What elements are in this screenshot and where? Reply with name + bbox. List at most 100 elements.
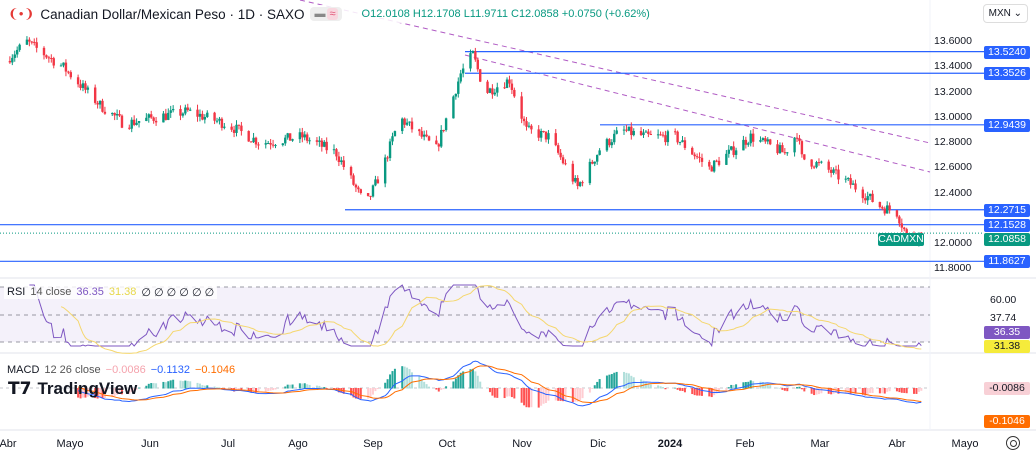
candle-body <box>837 169 840 180</box>
candle-body <box>608 139 611 146</box>
macd-histogram-bar <box>476 375 479 389</box>
candle-body <box>281 143 285 146</box>
tradingview-logo[interactable]: 𝗧𝟳 TradingView <box>8 379 137 399</box>
macd-histogram-bar <box>435 388 438 390</box>
macd-histogram-bar <box>676 388 679 390</box>
macd-histogram-bar <box>437 388 440 392</box>
candle-body <box>266 143 270 145</box>
candle-body <box>435 140 438 145</box>
chart-mode-toggle[interactable]: ▬ ≈ <box>310 7 342 21</box>
macd-histogram-bar <box>759 381 762 389</box>
macd-histogram-bar <box>257 388 260 393</box>
trendline <box>464 54 931 173</box>
candle-body <box>508 79 511 84</box>
macd-histogram-bar <box>203 385 206 389</box>
candle-body <box>664 135 667 143</box>
macd-histogram-bar <box>813 388 816 396</box>
macd-histogram-bar <box>576 388 579 402</box>
macd-signal-value: −0.1046 <box>195 364 236 376</box>
macd-histogram-bar <box>525 388 528 408</box>
candle-body <box>115 114 119 116</box>
candle-body <box>220 118 224 128</box>
macd-histogram-bar <box>657 385 660 389</box>
macd-histogram-bar <box>423 381 426 389</box>
price-tick: 11.8000 <box>934 262 972 275</box>
currency-select[interactable]: MXN ⌄ <box>982 4 1028 23</box>
macd-histogram-bar <box>647 383 650 389</box>
candle-body <box>766 139 769 142</box>
candle-body <box>252 137 255 143</box>
candle-body <box>318 140 321 142</box>
candle-body <box>388 141 392 159</box>
macd-histogram-bar <box>866 388 869 395</box>
candle-body <box>544 131 548 140</box>
candle-body <box>30 41 34 43</box>
time-tick: Feb <box>735 438 755 450</box>
macd-histogram-bar <box>696 388 699 396</box>
candle-body <box>274 145 277 147</box>
candle-body <box>847 178 850 180</box>
macd-histogram-bar <box>898 388 901 393</box>
candle-body <box>727 149 730 154</box>
candle-body <box>150 114 153 118</box>
symbol-title[interactable]: Canadian Dollar/Mexican Peso · 1D · SAXO <box>40 6 305 22</box>
candle-body <box>605 139 609 151</box>
candle-body <box>861 189 865 199</box>
candle-body <box>69 72 72 78</box>
candle-body <box>291 139 294 141</box>
candle-body <box>595 154 599 162</box>
macd-histogram-bar <box>96 388 99 399</box>
candle-body <box>437 144 440 147</box>
candle-body <box>832 169 835 173</box>
candle-body <box>885 205 889 214</box>
macd-histogram-bar <box>725 388 728 391</box>
candle-body <box>810 159 813 167</box>
candle-body <box>320 140 324 147</box>
candle-body <box>230 126 233 130</box>
macd-hist-label: -0.0086 <box>984 382 1030 395</box>
candle-body <box>903 227 906 230</box>
price-tick: 12.8000 <box>934 136 972 148</box>
candle-body <box>742 139 745 151</box>
macd-histogram-bar <box>128 388 131 395</box>
macd-histogram-bar <box>286 384 289 389</box>
candle-body <box>98 100 102 105</box>
candle-body <box>678 141 682 143</box>
macd-histogram-bar <box>410 372 413 389</box>
candle-body <box>357 187 360 190</box>
candle-body <box>493 92 497 95</box>
macd-histogram-bar <box>189 381 192 389</box>
macd-histogram-bar <box>401 366 404 389</box>
macd-histogram-bar <box>240 388 243 390</box>
macd-histogram-bar <box>610 374 613 389</box>
macd-histogram-bar <box>116 388 119 395</box>
candle-body <box>613 133 616 143</box>
macd-histogram-bar <box>810 388 813 394</box>
macd-histogram-bar <box>920 388 923 391</box>
candle-body <box>171 108 175 111</box>
candle-body <box>18 44 21 50</box>
macd-histogram-bar <box>815 388 818 395</box>
price-tick: 12.0000 <box>934 237 972 249</box>
candle-body <box>120 115 124 128</box>
macd-histogram-bar <box>630 375 633 389</box>
macd-histogram-bar <box>596 381 599 389</box>
candle-body <box>576 177 579 187</box>
candle-body <box>8 60 12 63</box>
candle-body <box>898 216 901 224</box>
rsi-value-label: 36.35 <box>984 326 1030 339</box>
macd-histogram-bar <box>291 384 294 389</box>
candle-body <box>79 84 82 88</box>
candle-body <box>881 207 884 209</box>
macd-histogram-bar <box>133 388 136 392</box>
candle-body <box>286 133 289 138</box>
candle-body <box>189 109 192 111</box>
settings-icon[interactable] <box>1006 436 1020 450</box>
candle-body <box>461 68 465 74</box>
candle-body <box>454 93 458 97</box>
candle-body <box>556 145 560 153</box>
macd-histogram-bar <box>803 388 806 392</box>
macd-histogram-bar <box>691 388 694 395</box>
rsi-value: 36.35 <box>76 286 104 298</box>
